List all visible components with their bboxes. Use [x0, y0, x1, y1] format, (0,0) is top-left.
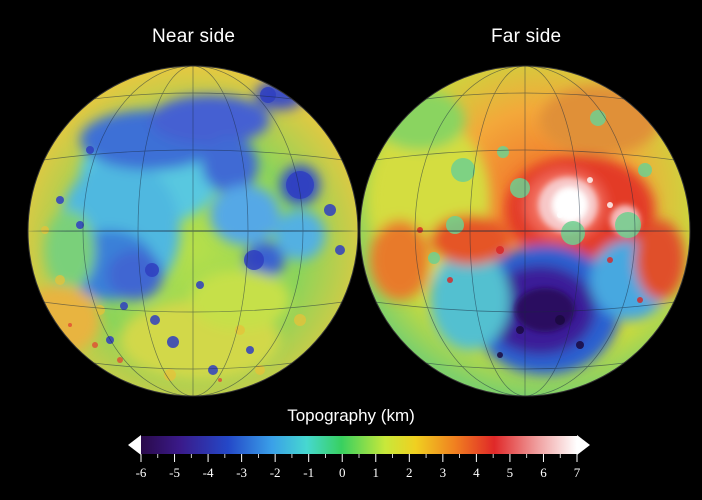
colorbar-tick-label: 5 [506, 465, 514, 480]
colorbar-min-arrow [128, 435, 141, 455]
far-side-map [359, 65, 691, 397]
colorbar-tick-label: 7 [573, 465, 581, 480]
colorbar-tick-label: -3 [236, 465, 248, 480]
colorbar-tick-label: 0 [338, 465, 346, 480]
colorbar-tick-label: -6 [135, 465, 147, 480]
colorbar-gradient [141, 436, 577, 454]
near-side-title: Near side [152, 26, 236, 47]
far-side-title: Far side [491, 26, 562, 47]
colorbar-tick-label: 4 [473, 465, 480, 480]
colorbar-tick-label: -5 [169, 465, 180, 480]
colorbar-tick-label: 6 [540, 465, 547, 480]
colorbar-tick-label: -1 [303, 465, 315, 480]
colorbar-tick-label: 1 [372, 465, 380, 480]
topography-colorbar [128, 435, 590, 462]
colorbar-ticks [140, 454, 578, 462]
colorbar-tick-label: 2 [406, 465, 413, 480]
colorbar-title: Topography (km) [287, 406, 415, 425]
colorbar-tick-label: -2 [269, 465, 281, 480]
colorbar-tick-label: 3 [439, 465, 447, 480]
near-side-map [27, 65, 359, 397]
colorbar-max-arrow [577, 435, 590, 455]
colorbar-tick-label: -4 [202, 465, 214, 480]
